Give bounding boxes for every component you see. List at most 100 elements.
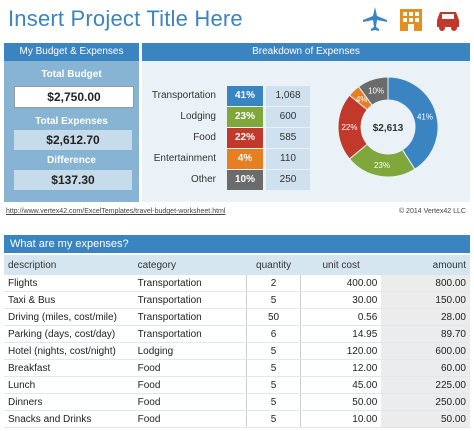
column-header-description: description: [4, 255, 134, 275]
table-row: Taxi & Bus Transportation 5 30.00 150.00: [4, 291, 470, 309]
cell-quantity[interactable]: 2: [245, 275, 301, 292]
cell-amount: 28.00: [381, 308, 470, 326]
table-row: Flights Transportation 2 400.00 800.00: [4, 275, 470, 292]
cell-description[interactable]: Flights: [4, 275, 134, 292]
cell-amount: 50.00: [381, 410, 470, 428]
cell-description[interactable]: Dinners: [4, 393, 134, 411]
column-header-amount: amount: [381, 255, 470, 275]
donut-slice-other: [357, 76, 389, 106]
copyright: © 2014 Vertex42 LLC: [398, 208, 466, 215]
building-icon: [400, 9, 422, 31]
total-expenses-label: Total Expenses: [35, 116, 108, 127]
breakdown-panel: Breakdown of Expenses Transportation 41%…: [142, 43, 470, 202]
difference-label: Difference: [47, 155, 96, 166]
cell-amount: 150.00: [381, 291, 470, 309]
cell-unit-cost[interactable]: 400.00: [300, 275, 382, 292]
cell-description[interactable]: Driving (miles, cost/mile): [4, 308, 134, 326]
breakdown-category: Transportation: [151, 90, 216, 101]
cell-category[interactable]: Food: [133, 393, 247, 411]
table-row: Lunch Food 5 45.00 225.00: [4, 376, 470, 394]
breakdown-percent: 23%: [227, 107, 263, 127]
donut-label-lodging: 23%: [374, 161, 390, 170]
cell-description[interactable]: Lunch: [4, 376, 134, 394]
cell-amount: 225.00: [381, 376, 470, 394]
cell-category[interactable]: Food: [133, 359, 247, 377]
breakdown-percent: 10%: [227, 170, 263, 190]
breakdown-category: Lodging: [180, 111, 216, 122]
cell-description[interactable]: Taxi & Bus: [4, 291, 134, 309]
column-header-unit-cost: unit cost: [300, 255, 382, 275]
donut-center-label: $2,613: [373, 123, 404, 134]
table-header-row: description category quantity unit cost …: [4, 255, 470, 275]
difference-value: $137.30: [14, 170, 132, 190]
cell-unit-cost[interactable]: 120.00: [300, 342, 382, 360]
cell-quantity[interactable]: 50: [245, 308, 301, 326]
header-icons: [362, 6, 462, 32]
column-header-category: category: [133, 255, 247, 275]
breakdown-category: Food: [193, 132, 216, 143]
budget-summary: Total Budget $2,750.00 Total Expenses $2…: [4, 61, 139, 202]
expenses-header: What are my expenses?: [4, 235, 470, 253]
cell-unit-cost[interactable]: 30.00: [300, 291, 382, 309]
table-row: Dinners Food 5 50.00 250.00: [4, 393, 470, 411]
budget-panel: My Budget & Expenses Total Budget $2,750…: [4, 43, 139, 202]
donut-slice-transportation: [387, 76, 439, 170]
cell-quantity[interactable]: 6: [245, 325, 301, 343]
cell-unit-cost[interactable]: 12.00: [300, 359, 382, 377]
cell-unit-cost[interactable]: 45.00: [300, 376, 382, 394]
cell-amount: 89.70: [381, 325, 470, 343]
cell-unit-cost[interactable]: 0.56: [300, 308, 382, 326]
cell-category[interactable]: Transportation: [133, 275, 247, 292]
car-icon: [437, 12, 459, 31]
expenses-table: description category quantity unit cost …: [4, 255, 470, 428]
breakdown-header: Breakdown of Expenses: [142, 43, 470, 61]
breakdown-value: 600: [266, 107, 310, 127]
cell-description[interactable]: Hotel (nights, cost/night): [4, 342, 134, 360]
cell-amount: 250.00: [381, 393, 470, 411]
template-link[interactable]: http://www.vertex42.com/ExcelTemplates/t…: [6, 208, 226, 215]
cell-amount: 600.00: [381, 342, 470, 360]
budget-header: My Budget & Expenses: [4, 43, 139, 61]
cell-quantity[interactable]: 5: [245, 291, 301, 309]
total-expenses-value: $2,612.70: [14, 130, 132, 150]
table-row: Breakfast Food 5 12.00 60.00: [4, 359, 470, 377]
cell-description[interactable]: Breakfast: [4, 359, 134, 377]
cell-category[interactable]: Food: [133, 410, 247, 428]
cell-unit-cost[interactable]: 50.00: [300, 393, 382, 411]
breakdown-value: 250: [266, 170, 310, 190]
table-row: Driving (miles, cost/mile) Transportatio…: [4, 308, 470, 326]
donut-label-transportation: 41%: [417, 112, 433, 121]
page-title: Insert Project Title Here: [8, 6, 243, 31]
breakdown-percent: 41%: [227, 86, 263, 106]
breakdown-value: 585: [266, 128, 310, 148]
cell-description[interactable]: Parking (days, cost/day): [4, 325, 134, 343]
table-row: Snacks and Drinks Food 5 10.00 50.00: [4, 410, 470, 428]
cell-description[interactable]: Snacks and Drinks: [4, 410, 134, 428]
breakdown-percent: 4%: [227, 149, 263, 169]
cell-quantity[interactable]: 5: [245, 393, 301, 411]
cell-unit-cost[interactable]: 14.95: [300, 325, 382, 343]
donut-label-food: 22%: [341, 123, 357, 132]
table-row: Parking (days, cost/day) Transportation …: [4, 325, 470, 343]
donut-label-entertainment: 4%: [356, 95, 368, 104]
cell-category[interactable]: Transportation: [133, 291, 247, 309]
breakdown-value: 110: [266, 149, 310, 169]
total-budget-label: Total Budget: [41, 69, 102, 80]
breakdown-percent: 22%: [227, 128, 263, 148]
cell-quantity[interactable]: 5: [245, 376, 301, 394]
expenses-donut-chart: 41% 23% 22% 4%10% $2,613: [337, 76, 439, 178]
cell-category[interactable]: Transportation: [133, 308, 247, 326]
cell-quantity[interactable]: 5: [245, 342, 301, 360]
cell-quantity[interactable]: 5: [245, 359, 301, 377]
cell-category[interactable]: Transportation: [133, 325, 247, 343]
airplane-icon: [363, 7, 387, 31]
donut-label-other: 10%: [368, 86, 384, 95]
cell-amount: 60.00: [381, 359, 470, 377]
cell-category[interactable]: Lodging: [133, 342, 247, 360]
cell-quantity[interactable]: 5: [245, 410, 301, 428]
cell-category[interactable]: Food: [133, 376, 247, 394]
total-budget-value[interactable]: $2,750.00: [14, 86, 134, 108]
cell-unit-cost[interactable]: 10.00: [300, 410, 382, 428]
column-header-quantity: quantity: [246, 255, 301, 275]
breakdown-category: Entertainment: [153, 153, 216, 164]
